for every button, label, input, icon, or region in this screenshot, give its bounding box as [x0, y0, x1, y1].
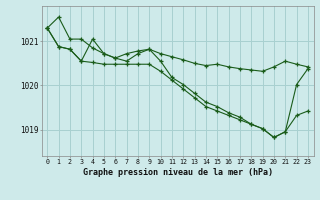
- X-axis label: Graphe pression niveau de la mer (hPa): Graphe pression niveau de la mer (hPa): [83, 168, 273, 177]
